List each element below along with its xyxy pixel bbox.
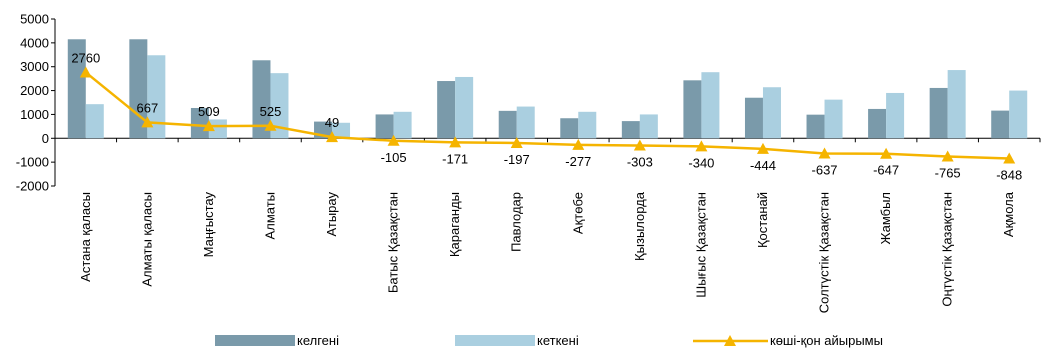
data-label: -765 [935,166,961,181]
x-tick-label: Жамбыл [878,192,893,245]
data-label: -647 [873,163,899,178]
data-label: 667 [136,100,158,115]
bar-kelgeni [929,87,948,139]
line-point-marker [756,142,769,154]
data-label: -848 [996,168,1022,183]
line-point-marker [79,66,92,78]
x-tick-label: Қостанай [755,192,770,248]
x-tick-label: Ақтөбе [570,192,585,234]
bar-kelgeni [621,121,640,139]
bar-kelgeni [498,110,517,139]
line-point-marker [695,140,708,152]
bar-ketkeni [516,106,535,139]
bar-kelgeni [437,81,456,139]
legend-label-kelgeni: келгені [297,333,339,348]
x-tick-label: Оңтүстік Қазақстан [940,192,955,307]
bars [67,39,1028,139]
legend-label-net: көші-қон айырымы [770,333,883,348]
bar-kelgeni [375,114,394,139]
bar-ketkeni [147,55,166,139]
bar-kelgeni [252,60,271,139]
x-tick-label: Алматы қаласы [139,192,154,287]
bar-ketkeni [208,119,227,139]
data-label: -303 [627,155,653,170]
data-label: -340 [688,155,714,170]
bar-ketkeni [85,104,104,139]
data-label: -444 [750,158,776,173]
bar-kelgeni [744,97,763,139]
bar-ketkeni [270,73,289,139]
bar-kelgeni [991,110,1010,139]
y-tick-label: -1000 [16,155,49,170]
line-point-marker [264,119,277,131]
data-label: 49 [325,115,339,130]
line-point-marker [387,134,400,146]
y-tick-label: 3000 [20,59,49,74]
x-tick-label: Алматы [262,192,277,239]
data-label: 2760 [71,50,100,65]
x-tick-label: Батыс Қазақстан [386,192,401,293]
data-label: -105 [381,150,407,165]
bar-kelgeni [560,118,579,139]
x-tick-label: Солтүстік Қазақстан [817,192,832,313]
bar-ketkeni [886,92,905,139]
bar-ketkeni [332,122,351,139]
y-tick-label: 4000 [20,35,49,50]
line-point-marker [880,147,893,159]
legend: келгені кеткені көші-қон айырымы [215,333,883,348]
x-tick-labels: Астана қаласы Алматы қаласы Маңғыстау Алмат… [78,191,1016,313]
data-label: -277 [565,154,591,169]
data-label: -171 [442,151,468,166]
x-tick-label: Шығыс Қазақстан [693,192,708,298]
bar-ketkeni [578,111,597,139]
y-tick-label: 0 [42,131,49,146]
bar-kelgeni [868,108,887,139]
x-tick-label: Павлодар [509,192,524,252]
x-tick-label: Қараганды [447,192,462,257]
bar-ketkeni [824,99,843,139]
data-label: 509 [198,104,220,119]
bar-kelgeni [129,39,148,139]
bar-ketkeni [639,114,658,139]
bar-kelgeni [67,39,86,139]
x-tick-label: Ақмола [1001,191,1016,237]
legend-marker-net [724,335,736,346]
line-point-marker [1003,152,1016,164]
bar-ketkeni [1009,90,1028,139]
bar-kelgeni [806,114,825,139]
x-tick-label: Атырау [324,192,339,237]
data-label: 525 [260,104,282,119]
y-tick-label: 2000 [20,83,49,98]
line-point-marker [202,120,215,132]
x-tick-label: Қызылорда [632,191,647,261]
legend-swatch-kelgeni [215,335,295,346]
x-tick-label: Маңғыстау [201,192,216,258]
line-point-marker [510,136,523,148]
legend-label-ketkeni: кеткені [537,333,579,348]
bar-kelgeni [683,80,702,139]
net-migration-line [79,66,1016,164]
line-path [84,71,1010,160]
line-point-marker [326,131,339,143]
bar-ketkeni [701,72,720,139]
bar-ketkeni [762,87,781,139]
x-tick-label: Астана қаласы [78,192,93,282]
y-tick-label: 1000 [20,107,49,122]
line-point-marker [633,139,646,151]
line-point-marker [449,136,462,148]
data-label: -197 [504,152,530,167]
bar-ketkeni [393,111,412,139]
data-label: -637 [812,162,838,177]
y-tick-label: -2000 [16,179,49,194]
legend-swatch-ketkeni [455,335,535,346]
line-point-marker [572,138,585,150]
bar-ketkeni [455,76,474,139]
bar-ketkeni [947,70,966,139]
line-point-marker [141,116,154,128]
y-tick-label: 5000 [20,12,49,27]
line-point-marker [941,150,954,162]
line-point-marker [818,147,831,159]
